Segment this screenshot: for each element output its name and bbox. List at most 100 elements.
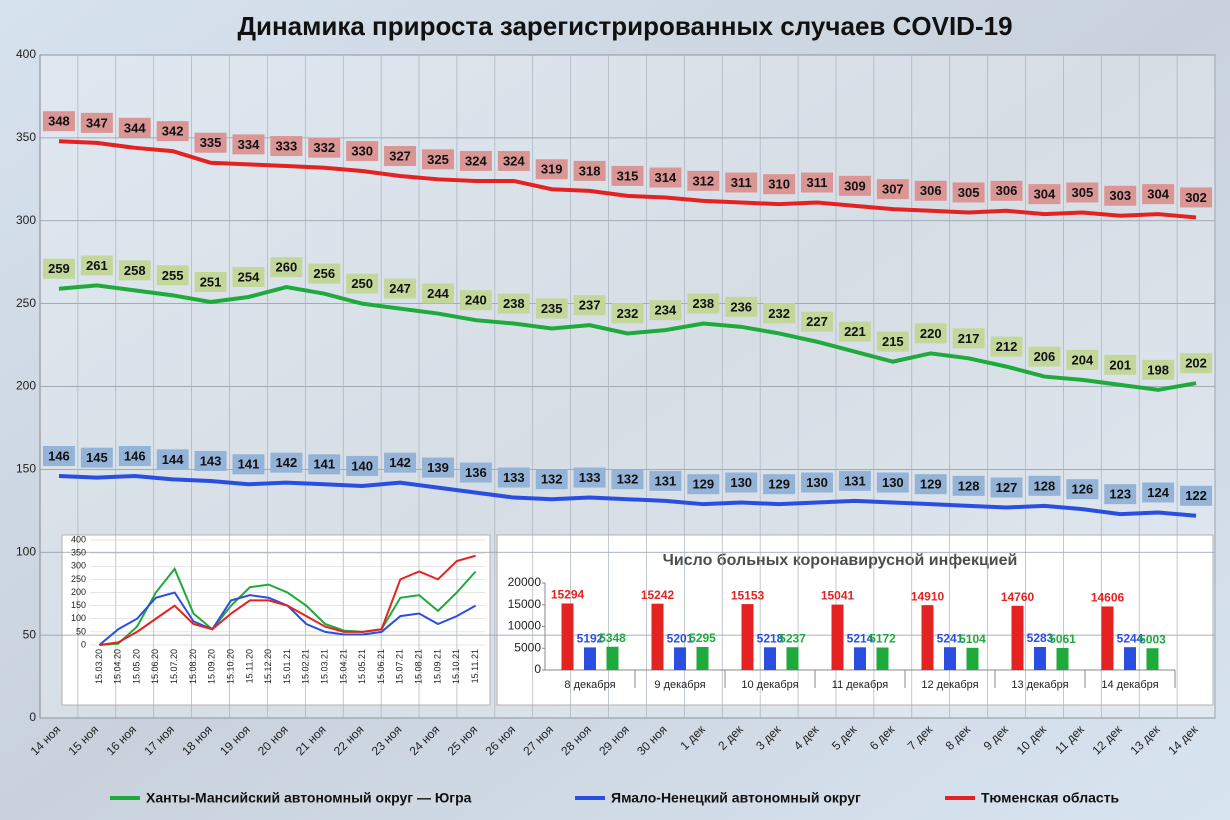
value-label: 304 (1147, 187, 1169, 202)
value-label-box (535, 469, 568, 490)
value-label: 327 (389, 148, 411, 163)
value-label: 132 (541, 472, 563, 487)
value-label: 212 (996, 339, 1018, 354)
value-label-box (649, 470, 682, 491)
x-tick-label: 15.04.20 (113, 649, 123, 684)
value-label: 128 (958, 478, 980, 493)
value-label-box (42, 111, 75, 132)
x-tick-label: 15.10.21 (451, 649, 461, 684)
value-label-box (876, 331, 909, 352)
y-tick-label: 100 (71, 613, 86, 623)
value-label-box (156, 449, 189, 470)
bar (584, 647, 596, 670)
y-tick-label: 300 (71, 561, 86, 571)
value-label-box (1066, 182, 1099, 203)
value-label: 255 (162, 268, 184, 283)
value-label-box (156, 265, 189, 286)
value-label-box (346, 273, 379, 294)
value-label-box (725, 172, 758, 193)
value-label: 302 (1185, 190, 1207, 205)
value-label-box (346, 141, 379, 162)
series-line (58, 283, 1197, 392)
value-label-box (687, 474, 720, 495)
value-label-box (611, 165, 644, 186)
bar (561, 603, 574, 670)
x-tick-label: 10 декабря (741, 679, 798, 691)
value-label-box (1028, 475, 1061, 496)
x-tick-label: 15.12.20 (263, 649, 273, 684)
value-label-box (80, 112, 113, 133)
value-label-box (194, 450, 227, 471)
value-label: 5003 (1139, 632, 1166, 646)
value-label: 123 (1109, 487, 1131, 502)
bar (1056, 647, 1069, 670)
value-label-box (952, 475, 985, 496)
value-label: 126 (1071, 482, 1093, 497)
inset-bar-panel (496, 534, 1214, 706)
y-tick-label: 350 (71, 548, 86, 558)
value-label-box (232, 454, 265, 475)
value-label: 309 (844, 178, 866, 193)
value-label: 139 (427, 460, 449, 475)
y-tick-label: 0 (81, 639, 86, 649)
bar (1011, 605, 1024, 670)
value-label: 130 (730, 475, 752, 490)
value-label: 306 (920, 183, 942, 198)
value-label: 5201 (667, 632, 694, 646)
value-label-box (725, 472, 758, 493)
value-label-box (801, 472, 834, 493)
value-label: 220 (920, 326, 942, 341)
value-label-box (1180, 187, 1213, 208)
value-label: 5192 (577, 632, 604, 646)
value-label-box (1104, 484, 1137, 505)
value-label: 236 (730, 299, 752, 314)
value-label: 332 (313, 140, 335, 155)
value-label: 324 (503, 153, 525, 168)
value-label: 145 (86, 450, 108, 465)
value-label: 232 (768, 306, 790, 321)
value-label: 5237 (779, 631, 806, 645)
value-label: 235 (541, 301, 563, 316)
value-label: 261 (86, 258, 108, 273)
value-label-box (914, 323, 947, 344)
y-tick-label: 400 (16, 47, 36, 61)
x-tick-label: 15.01.21 (282, 649, 292, 684)
value-label-box (838, 321, 871, 342)
value-label-box (384, 452, 417, 473)
value-label: 206 (1034, 349, 1056, 364)
x-tick-label: 15.08.21 (414, 649, 424, 684)
value-label: 330 (351, 143, 373, 158)
value-label-box (914, 474, 947, 495)
value-label-box (270, 136, 303, 157)
bar (696, 646, 709, 670)
x-tick-label: 15.08.20 (188, 649, 198, 684)
y-tick-label: 50 (23, 627, 37, 641)
value-label-box (1066, 479, 1099, 500)
value-label-box (308, 137, 341, 158)
value-label: 143 (200, 453, 222, 468)
value-label: 142 (389, 455, 411, 470)
value-label: 221 (844, 324, 866, 339)
value-label-box (421, 149, 454, 170)
bar (741, 604, 754, 670)
value-label: 234 (655, 303, 677, 318)
value-label: 202 (1185, 356, 1207, 371)
value-label-box (270, 452, 303, 473)
value-label: 215 (882, 334, 904, 349)
value-label: 144 (162, 452, 184, 467)
value-label: 129 (768, 477, 790, 492)
value-label: 5061 (1049, 632, 1076, 646)
value-label-box (497, 467, 530, 488)
value-label-box (687, 293, 720, 314)
y-tick-label: 150 (71, 600, 86, 610)
y-tick-label: 300 (16, 213, 36, 227)
bar (1034, 647, 1046, 670)
value-label: 334 (238, 137, 260, 152)
x-tick-label: 15.11.20 (244, 649, 254, 683)
series-line (99, 566, 477, 646)
value-label-box (838, 175, 871, 196)
value-label-box (497, 293, 530, 314)
value-label: 5241 (937, 631, 964, 645)
value-label-box (270, 257, 303, 278)
value-label: 198 (1147, 362, 1169, 377)
